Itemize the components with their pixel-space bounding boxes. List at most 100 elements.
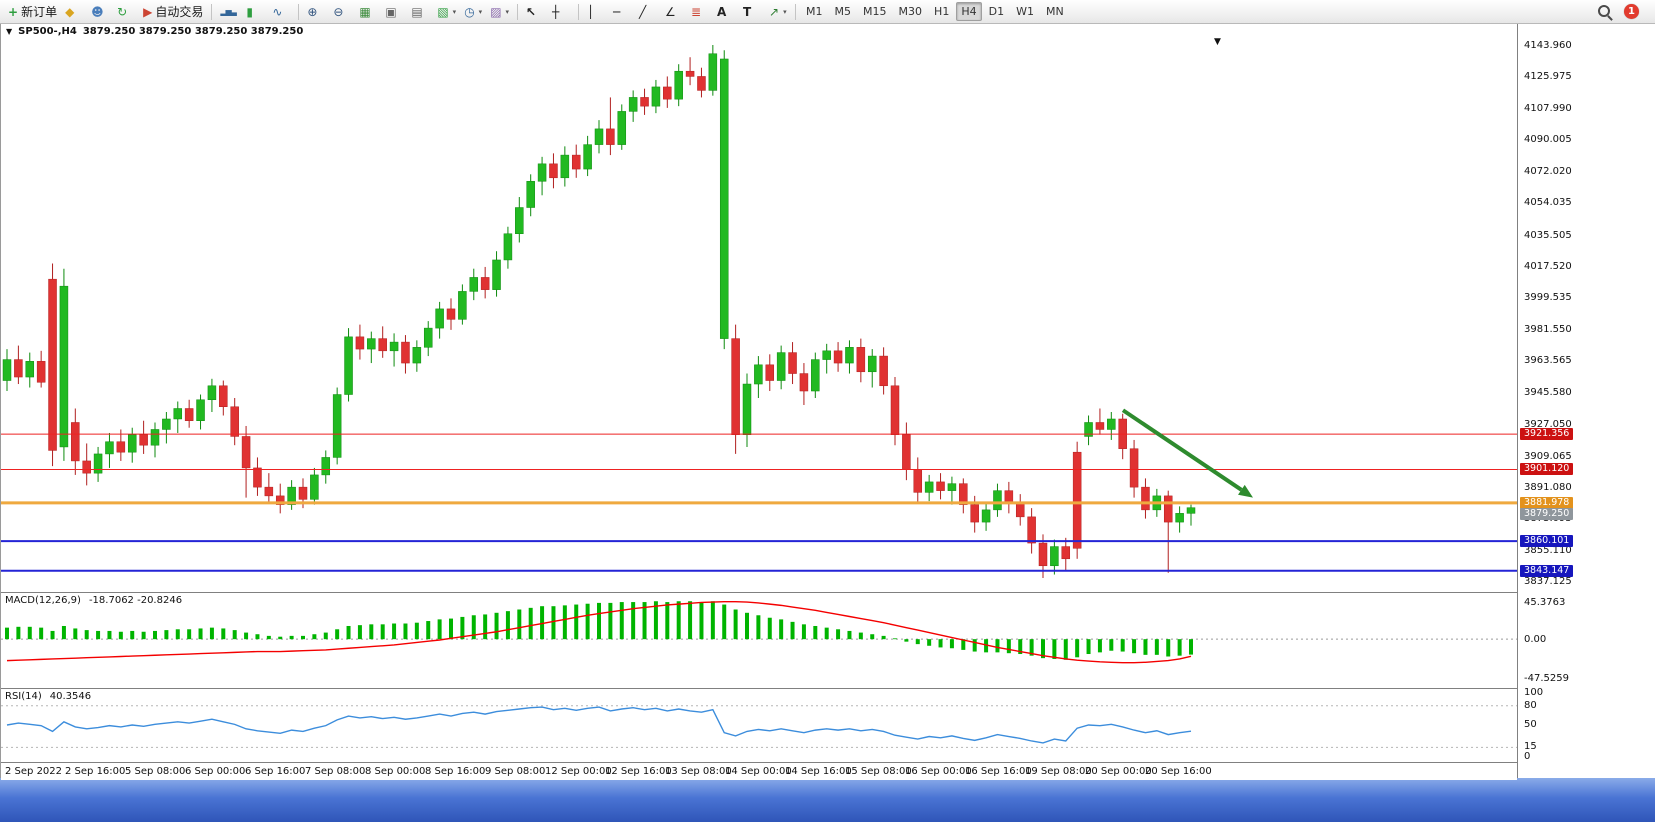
- time-axis-label: 2 Sep 16:00: [65, 766, 126, 777]
- new-chart-button[interactable]: ▧ ▾: [433, 1, 460, 22]
- dropdown-arrow-icon[interactable]: ▾: [783, 7, 787, 16]
- macd-chart[interactable]: [1, 593, 1517, 687]
- rsi-value: 40.3546: [49, 691, 92, 702]
- search-button[interactable]: [1596, 3, 1614, 21]
- arrows-button[interactable]: ↗ ▾: [765, 1, 791, 22]
- candle-body: [36, 361, 46, 383]
- periods-button[interactable]: ◷ ▾: [460, 1, 486, 22]
- chart-shift-marker[interactable]: ▼: [1214, 37, 1221, 47]
- toolbar-separator: [517, 3, 519, 20]
- candle-body: [71, 422, 80, 462]
- zoom-out-icon: ⊖: [333, 4, 344, 19]
- time-axis-label: 8 Sep 00:00: [365, 766, 426, 777]
- trendline-button[interactable]: ╱: [635, 1, 661, 22]
- candlestick-chart[interactable]: [1, 38, 1517, 592]
- price-axis-label: 4054.035: [1524, 197, 1572, 209]
- zoom-out-button[interactable]: ⊖: [329, 1, 355, 22]
- candle-body: [230, 406, 239, 437]
- notification-badge[interactable]: 1: [1624, 4, 1639, 19]
- market-watch-button[interactable]: ☻: [87, 1, 113, 22]
- candle-body: [708, 53, 718, 91]
- vertical-line-button[interactable]: │: [583, 1, 609, 22]
- candle-body: [2, 359, 12, 381]
- autotrading-button[interactable]: ▶ 自动交易: [139, 1, 207, 22]
- price-axis-label: 4090.005: [1524, 134, 1572, 146]
- refresh-button[interactable]: ↻: [113, 1, 139, 22]
- candle-body: [1061, 546, 1071, 560]
- bar-chart-type-icon: ▂▅▃: [220, 6, 237, 16]
- timeframe-button-m30[interactable]: M30: [898, 5, 923, 18]
- candle-body: [856, 347, 866, 373]
- candle-body: [14, 359, 23, 378]
- timeframe-button-h1[interactable]: H1: [934, 5, 950, 18]
- dropdown-arrow-icon[interactable]: ▾: [505, 7, 510, 16]
- timeframe-button-mn[interactable]: MN: [1045, 5, 1064, 18]
- candle-body: [1141, 486, 1150, 511]
- cascade-windows-button[interactable]: ▣: [381, 1, 407, 22]
- zoom-in-button[interactable]: ⊕: [303, 1, 329, 22]
- trend-arrow-object[interactable]: [1121, 408, 1243, 492]
- templates-button[interactable]: ▨ ▾: [486, 1, 513, 22]
- time-axis-label: 16 Sep 16:00: [965, 766, 1032, 777]
- cursor-button[interactable]: ↖: [522, 1, 548, 22]
- horizontal-line-button[interactable]: ─: [609, 1, 635, 22]
- price-axis-label: 3855.110: [1524, 544, 1572, 556]
- timeframe-button-h4[interactable]: H4: [956, 2, 982, 21]
- price-scale[interactable]: 4143.960 4125.975 4107.990 4090.005 4072.020…: [1518, 24, 1655, 778]
- fibonacci-button[interactable]: ≣: [687, 1, 713, 22]
- candle-body: [480, 277, 490, 290]
- candle-body: [82, 460, 91, 474]
- text-button[interactable]: A: [713, 1, 739, 22]
- candle-body: [879, 355, 888, 387]
- timeframe-button-m1[interactable]: M1: [806, 5, 823, 18]
- dropdown-arrow-icon[interactable]: ▾: [452, 7, 457, 16]
- timeframe-button-d1[interactable]: D1: [988, 5, 1005, 18]
- candle-body: [867, 355, 877, 373]
- candle-body: [332, 394, 342, 458]
- macd-indicator-label: MACD(12,26,9) -18.7062 -20.8246: [5, 595, 183, 606]
- candle-body: [697, 76, 706, 91]
- candlestick-type-button[interactable]: ▮: [242, 1, 268, 22]
- time-axis-label: 2 Sep 2022: [5, 766, 63, 777]
- candlestick-type-icon: ▮: [246, 4, 253, 19]
- trend-arrow-head[interactable]: [1238, 484, 1253, 498]
- time-axis-label: 5 Sep 08:00: [125, 766, 186, 777]
- rsi-chart[interactable]: [1, 689, 1517, 761]
- time-axis[interactable]: 2 Sep 2022 2 Sep 16:00 5 Sep 08:00 6 Sep 00…: [1, 762, 1517, 780]
- candle-body: [1050, 546, 1059, 567]
- tile-windows-button[interactable]: ▦: [355, 1, 381, 22]
- candle-body: [845, 347, 854, 364]
- channel-button[interactable]: ∠: [661, 1, 687, 22]
- candle-body: [594, 128, 604, 145]
- arrange-windows-icon: ▤: [411, 4, 423, 19]
- candle-body: [640, 97, 649, 107]
- candle-body: [515, 207, 524, 234]
- crosshair-button[interactable]: ┼: [548, 1, 574, 22]
- line-chart-type-button[interactable]: ∿: [268, 1, 294, 22]
- timeframe-button-w1[interactable]: W1: [1016, 5, 1034, 18]
- candle-body: [890, 385, 900, 435]
- symbols-button[interactable]: ◆: [61, 1, 87, 22]
- candle-body: [1072, 451, 1082, 549]
- candle-body: [275, 495, 285, 505]
- collapse-chart-icon[interactable]: ▼: [6, 26, 13, 36]
- timeframe-button-m15[interactable]: M15: [863, 5, 887, 18]
- rsi-axis-label: 80: [1524, 699, 1537, 711]
- candle-body: [731, 338, 740, 435]
- chart-window: ▼ SP500-,H4 3879.250 3879.250 3879.250 3…: [0, 24, 1655, 780]
- text-label-button[interactable]: T: [739, 1, 765, 22]
- vertical-line-icon: │: [587, 4, 595, 19]
- candle-body: [560, 154, 570, 179]
- candle-body: [162, 418, 171, 430]
- main-chart-panel: ▼: [1, 38, 1517, 592]
- candle-body: [981, 509, 991, 523]
- new-order-button[interactable]: + 新订单: [4, 1, 61, 22]
- macd-axis-label: 45.3763: [1524, 596, 1566, 608]
- text-icon: A: [717, 4, 727, 19]
- arrange-windows-button[interactable]: ▤: [407, 1, 433, 22]
- candle-body: [537, 163, 547, 182]
- bar-chart-type-button[interactable]: ▂▅▃: [216, 1, 242, 22]
- timeframe-button-m5[interactable]: M5: [834, 5, 852, 18]
- chart-plot-area: ▼ SP500-,H4 3879.250 3879.250 3879.250 3…: [1, 24, 1518, 780]
- dropdown-arrow-icon[interactable]: ▾: [478, 7, 483, 16]
